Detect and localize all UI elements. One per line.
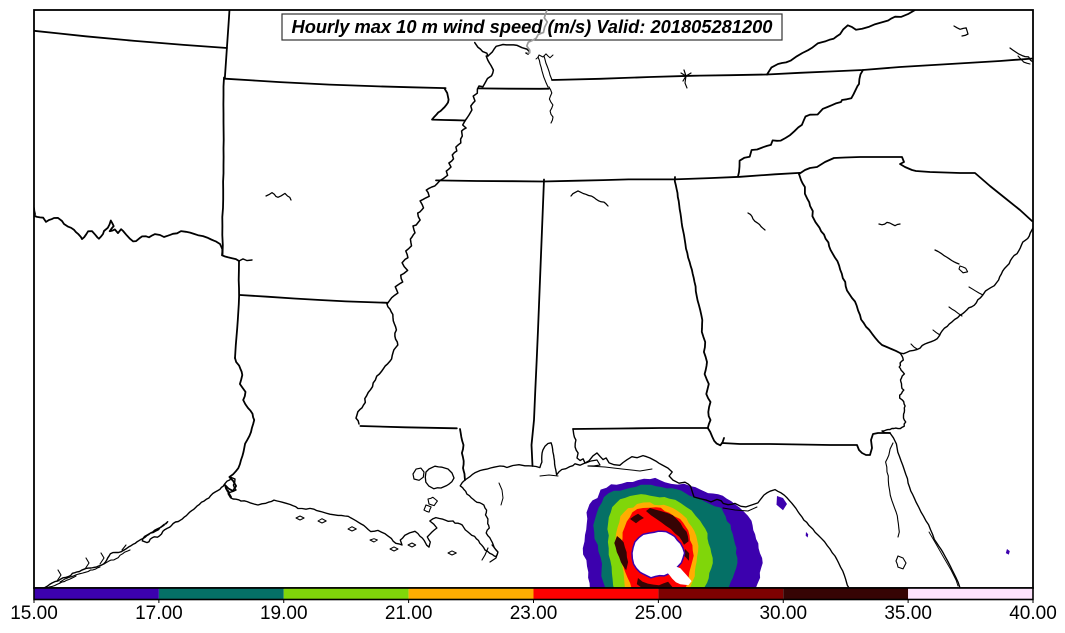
svg-text:15.00: 15.00 — [10, 603, 58, 624]
svg-text:25.00: 25.00 — [635, 603, 683, 624]
svg-text:30.00: 30.00 — [759, 603, 807, 624]
svg-text:23.00: 23.00 — [510, 603, 558, 624]
svg-text:21.00: 21.00 — [385, 603, 433, 624]
svg-text:Hourly max 10 m wind speed (m/: Hourly max 10 m wind speed (m/s) Valid: … — [292, 16, 773, 37]
svg-text:17.00: 17.00 — [135, 603, 183, 624]
svg-text:19.00: 19.00 — [260, 603, 308, 624]
svg-text:35.00: 35.00 — [884, 603, 932, 624]
svg-text:40.00: 40.00 — [1009, 603, 1057, 624]
